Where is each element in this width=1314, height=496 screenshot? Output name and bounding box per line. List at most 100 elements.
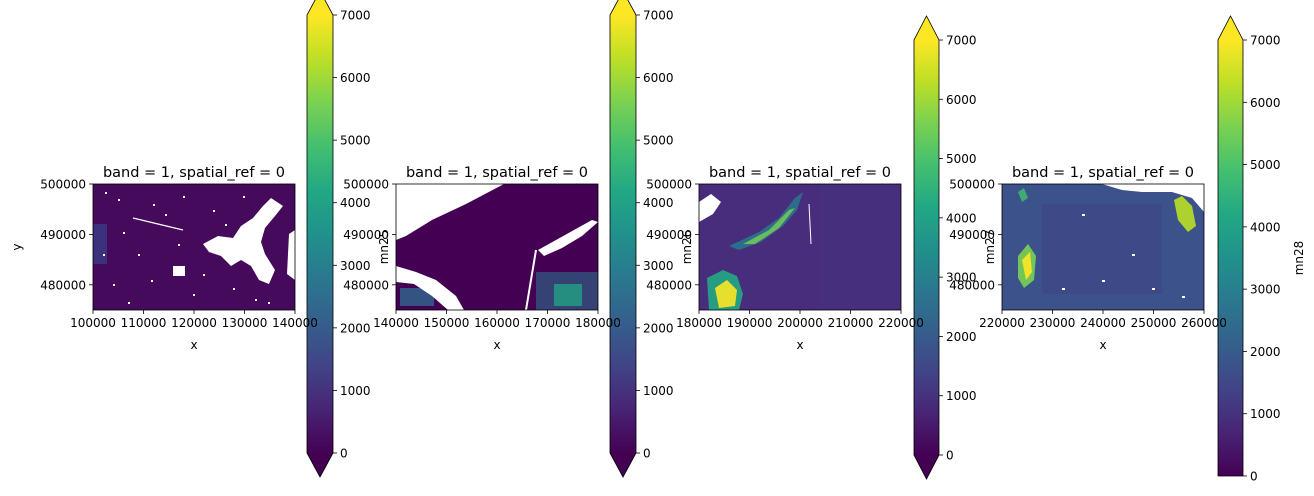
colorbar-extend-min (610, 453, 636, 477)
x-tick-label: 160000 (474, 316, 520, 330)
colorbar-1: 0 1000 2000 3000 4000 5000 6000 7000 (306, 0, 371, 478)
nodata-line (808, 203, 812, 245)
y-tick-label: 500000 (646, 178, 692, 192)
nodata-speck (225, 224, 227, 226)
colorbar-tick-label: 4000 (1250, 220, 1281, 234)
raster-image (93, 184, 295, 310)
axes-title: band = 1, spatial_ref = 0 (709, 165, 891, 181)
nodata-speck (1062, 288, 1065, 290)
colorbar-tick-label: 1000 (643, 384, 674, 398)
colorbar-tick-label: 7000 (340, 9, 371, 23)
x-tick-label: 250000 (1131, 316, 1177, 330)
colorbar-2: 0 1000 2000 3000 4000 5000 6000 7000 (609, 0, 674, 478)
raster-image (699, 184, 901, 310)
colorbar-tick-label: 7000 (1250, 34, 1281, 48)
x-tick-label: 240000 (1080, 316, 1126, 330)
colorbar-tick-label: 3000 (946, 271, 977, 285)
x-tick-label: 110000 (121, 316, 167, 330)
x-tick-label: 220000 (878, 316, 924, 330)
colorbar-tick-label: 0 (946, 449, 954, 463)
nodata-speck (118, 199, 120, 201)
raster-image (396, 184, 598, 310)
raster-feature (554, 284, 582, 306)
nodata-region (173, 266, 185, 276)
y-axis-label: mn25 (377, 230, 391, 265)
x-tick-label: 180000 (676, 316, 722, 330)
colorbar-tick-label: 7000 (643, 9, 674, 23)
raster-ridge (743, 208, 795, 244)
x-tick-label: 230000 (1030, 316, 1076, 330)
x-tick-label: 150000 (424, 316, 470, 330)
nodata-region (203, 198, 283, 284)
colorbar-gradient (307, 15, 333, 453)
y-tick-label: 490000 (949, 228, 995, 242)
y-tick-label: 500000 (949, 178, 995, 192)
colorbar-tick-label: 0 (340, 447, 348, 461)
axes-3: band = 1, spatial_ref = 0 180000 190000 200… (646, 165, 924, 352)
nodata-speck (165, 214, 167, 216)
nodata-speck (268, 302, 270, 304)
colorbar-tick-label: 3000 (643, 259, 674, 273)
nodata-speck (1182, 296, 1185, 298)
colorbar-tick-label: 4000 (946, 211, 977, 225)
colorbar-tick-label: 6000 (946, 93, 977, 107)
colorbar-tick-label: 1000 (340, 384, 371, 398)
x-tick-label: 140000 (272, 316, 318, 330)
x-axis-label: x (796, 338, 803, 352)
axes-4: band = 1, spatial_ref = 0 220000 230000 240… (949, 165, 1227, 352)
raster-ridge (729, 192, 803, 250)
colorbar-gradient (914, 40, 939, 455)
nodata-speck (233, 288, 235, 290)
colorbar-tick-label: 2000 (1250, 345, 1281, 359)
colorbar-tick-label: 6000 (340, 71, 371, 85)
colorbar-tick-label: 1000 (946, 389, 977, 403)
axes-1: band = 1, spatial_ref = 0 100000 110000 120… (10, 165, 318, 352)
x-axis-label: x (190, 338, 197, 352)
nodata-region (1102, 184, 1204, 212)
nodata-line (525, 249, 537, 310)
x-axis-label: x (493, 338, 500, 352)
colorbar-tick-label: 1000 (1250, 407, 1281, 421)
colorbar-outline (1217, 15, 1244, 477)
nodata-speck (1132, 254, 1135, 256)
x-tick-label: 210000 (828, 316, 874, 330)
x-tick-label: 220000 (979, 316, 1025, 330)
colorbar-gradient (1218, 40, 1243, 476)
colorbar-tick-label: 6000 (643, 71, 674, 85)
colorbar-tick-label: 3000 (340, 259, 371, 273)
raster-feature (1042, 204, 1162, 294)
x-tick-label: 140000 (373, 316, 419, 330)
nodata-speck (178, 244, 180, 246)
axes-title: band = 1, spatial_ref = 0 (1012, 165, 1194, 181)
x-tick-label: 180000 (575, 316, 621, 330)
raster-peak (715, 280, 737, 308)
colorbar-tick-label: 7000 (946, 34, 977, 48)
nodata-speck (243, 196, 245, 198)
x-tick-label: 190000 (727, 316, 773, 330)
raster-feature (819, 184, 901, 310)
y-tick-label: 480000 (343, 278, 389, 292)
nodata-speck (138, 254, 140, 256)
colorbar-tick-label: 0 (643, 447, 651, 461)
nodata-speck (128, 302, 130, 304)
y-tick-label: 490000 (646, 228, 692, 242)
raster-feature (400, 288, 434, 306)
nodata-region (396, 266, 464, 310)
nodata-speck (103, 254, 105, 256)
nodata-speck (151, 280, 153, 282)
nodata-speck (183, 196, 185, 198)
raster-peak (1174, 196, 1196, 232)
colorbar-tick-label: 5000 (1250, 158, 1281, 172)
nodata-speck (1102, 280, 1105, 282)
raster-image (1002, 184, 1204, 310)
colorbar-tick-label: 5000 (643, 134, 674, 148)
nodata-region (287, 230, 295, 280)
x-tick-label: 170000 (525, 316, 571, 330)
nodata-speck (123, 232, 125, 234)
colorbar-tick-label: 2000 (643, 321, 674, 335)
nodata-speck (105, 192, 107, 194)
colorbar-tick-label: 5000 (946, 152, 977, 166)
y-tick-label: 500000 (40, 178, 86, 192)
colorbar-tick-label: 5000 (340, 134, 371, 148)
